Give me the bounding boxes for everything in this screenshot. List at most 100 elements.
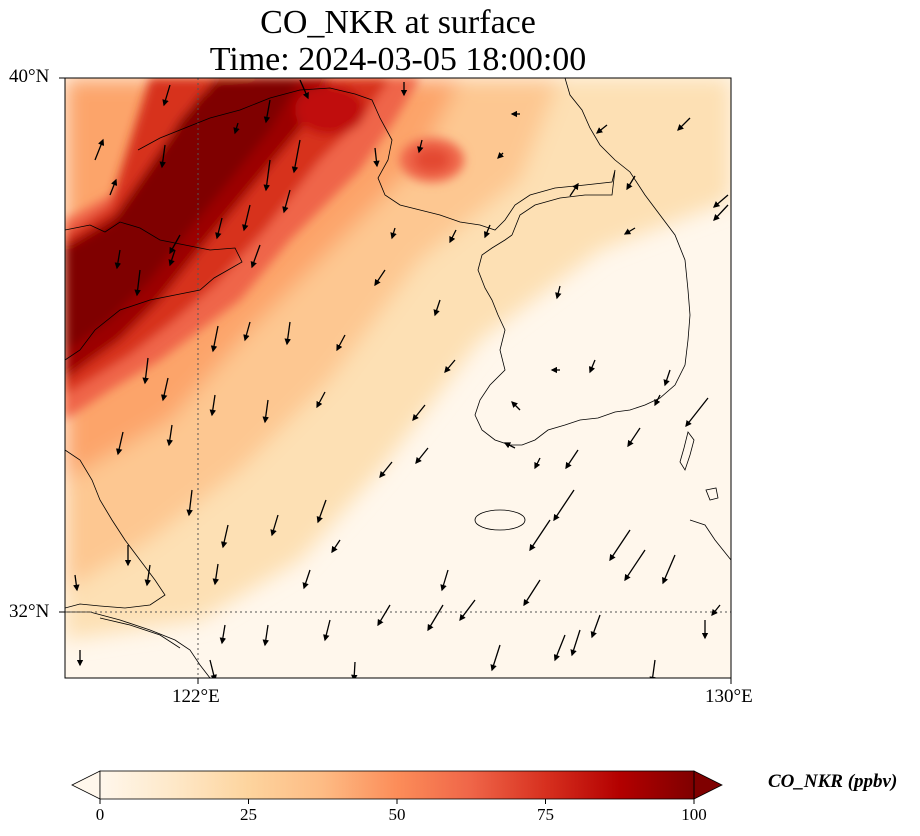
wind-arrow — [523, 579, 541, 607]
wind-arrow — [555, 285, 562, 300]
wind-arrow — [159, 144, 166, 169]
wind-arrow — [373, 147, 380, 168]
wind-arrow — [94, 138, 105, 161]
wind-arrow — [459, 599, 476, 622]
map-title-line2: Time: 2024-03-05 18:00:00 — [209, 41, 587, 78]
jeju-island — [474, 509, 526, 531]
wind-arrow — [242, 204, 251, 232]
wind-arrow — [412, 404, 426, 422]
wind-arrow — [144, 564, 151, 587]
wind-arrow — [379, 461, 393, 479]
yangtze-coast — [65, 611, 211, 678]
map-frame — [64, 77, 732, 679]
wind-arrow — [503, 442, 516, 449]
wind-arrow — [553, 634, 566, 662]
yangtze-channel — [99, 617, 181, 649]
wind-arrow — [624, 549, 646, 582]
liaodong-coast — [65, 221, 243, 361]
wind-arrow — [677, 117, 691, 131]
wind-arrow — [529, 519, 551, 552]
wind-arrow — [263, 99, 271, 124]
wind-arrow — [609, 529, 631, 562]
wind-arrow — [377, 604, 391, 627]
wind-arrow — [713, 204, 729, 221]
wind-arrow — [565, 449, 579, 470]
lon-label-122e: 122°E — [172, 686, 220, 707]
wind-vectors — [73, 79, 729, 678]
wind-arrow — [166, 424, 173, 447]
wind-arrow — [449, 229, 457, 244]
wind-arrow — [654, 394, 661, 407]
wind-arrow — [626, 175, 636, 191]
wind-arrow — [595, 124, 608, 134]
colorbar-tick-50: 50 — [388, 805, 406, 824]
wind-arrow — [627, 427, 641, 448]
wind-arrow — [219, 624, 227, 645]
wind-arrow — [589, 359, 596, 374]
wind-arrow — [73, 574, 80, 592]
colorbar-extend-high — [693, 770, 723, 800]
wind-arrow — [553, 489, 575, 522]
colorbar-tick-100: 100 — [681, 805, 707, 824]
wind-arrow — [490, 644, 501, 672]
wind-arrow — [534, 457, 541, 470]
colorbar-ticks — [99, 799, 695, 804]
wind-arrow — [109, 178, 118, 196]
wind-arrow — [291, 139, 301, 174]
jiangsu-coast — [65, 449, 166, 609]
wind-arrow — [263, 159, 271, 192]
lat-label-32n: 32°N — [9, 601, 50, 622]
wind-arrow — [209, 394, 216, 417]
colorbar-label: CO_NKR (ppbv) — [768, 771, 898, 792]
wind-arrow — [243, 321, 251, 342]
wind-arrow — [336, 334, 346, 352]
wind-arrow — [215, 217, 223, 240]
north-hotspot — [295, 85, 365, 135]
wind-arrow — [323, 619, 331, 642]
wind-arrow — [569, 182, 579, 197]
wind-arrow — [186, 489, 193, 517]
tsushima-island — [679, 431, 695, 471]
wind-arrow — [316, 391, 326, 409]
wind-arrow — [142, 357, 149, 385]
wind-arrow — [114, 249, 122, 270]
wind-arrow — [169, 234, 181, 255]
wind-arrow — [663, 369, 671, 387]
wind-arrow — [331, 539, 341, 554]
wind-arrow — [427, 604, 444, 632]
wind-arrow — [685, 397, 709, 428]
colorbar-tick-75: 75 — [537, 805, 554, 824]
kyushu-islet — [705, 487, 719, 501]
lat-label-40n: 40°N — [9, 66, 50, 87]
wind-arrow — [649, 659, 656, 678]
wind-arrow — [233, 122, 240, 135]
secondary-hotspot-core — [414, 148, 450, 172]
wind-arrow — [417, 139, 424, 154]
wind-arrow — [299, 79, 309, 100]
plume-strong — [65, 78, 390, 395]
wind-arrow — [209, 659, 217, 678]
korea-bay-coast — [137, 87, 616, 236]
wind-arrow — [444, 359, 456, 373]
wind-arrow — [390, 227, 397, 240]
wind-arrow — [713, 194, 729, 208]
wind-arrow — [570, 629, 581, 657]
wind-arrow — [316, 499, 327, 524]
wind-arrow — [374, 269, 386, 287]
wind-arrow — [162, 84, 171, 107]
wind-arrow — [262, 399, 269, 424]
wind-arrow — [511, 401, 521, 411]
wind-arrow — [284, 321, 291, 346]
wind-arrow — [210, 325, 219, 353]
wind-arrow — [351, 661, 358, 678]
wind-arrow — [262, 624, 269, 647]
wind-arrow — [134, 269, 141, 297]
korean-peninsula-coast — [474, 78, 691, 446]
wind-arrow — [115, 431, 124, 456]
colorbar-tick-25: 25 — [240, 805, 257, 824]
wind-arrow — [282, 189, 291, 214]
colorbar-gradient — [100, 771, 694, 799]
wind-arrow — [415, 447, 429, 465]
